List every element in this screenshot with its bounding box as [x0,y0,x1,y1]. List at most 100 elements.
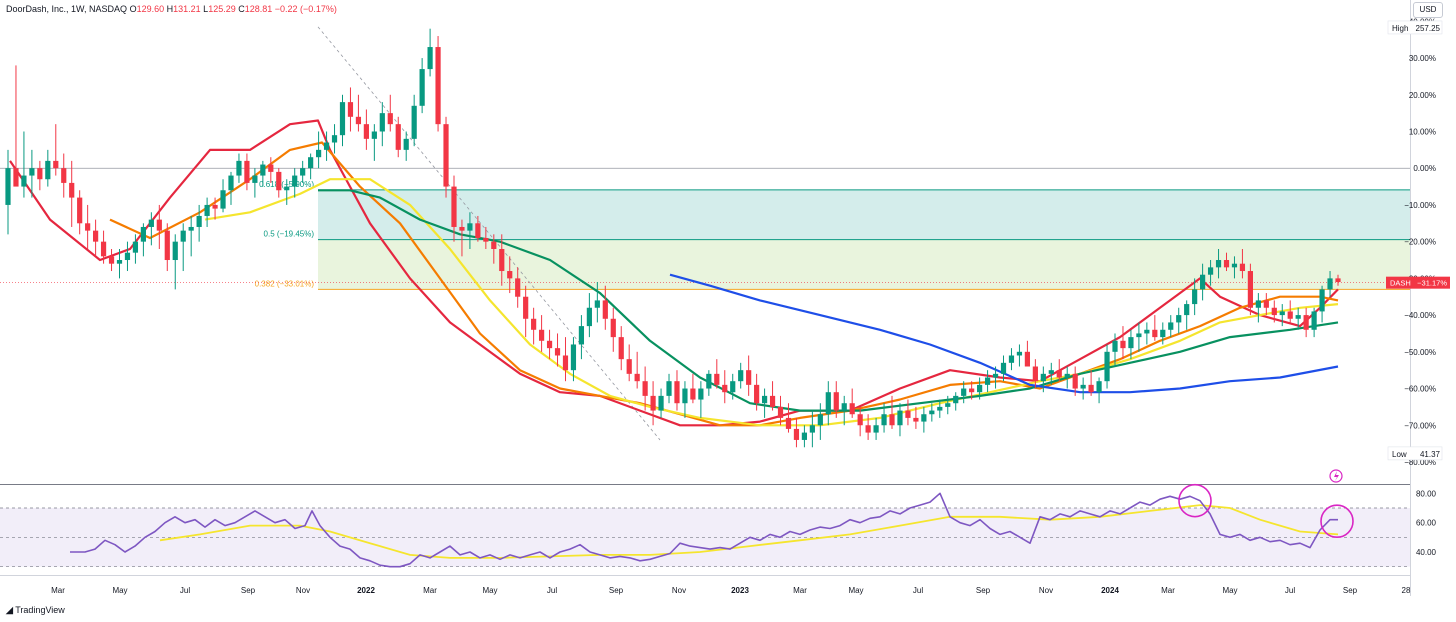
candle-body [634,373,640,382]
candle [865,414,871,440]
candle [284,179,290,205]
candle-body [467,223,473,231]
candle [363,109,369,150]
candle [260,160,266,187]
candle [690,373,696,404]
candle-body [1104,351,1110,382]
candle-body [1192,289,1198,305]
candle-body [730,381,736,393]
candle [961,381,967,404]
candle [1184,300,1190,330]
candle [1176,307,1182,334]
candle [403,131,409,161]
candle [1016,344,1023,367]
candle [379,102,385,147]
candle [969,381,975,400]
candle [252,168,258,198]
candle-body [13,168,19,187]
candle-body [1263,300,1269,308]
price-tick-label: −10.00% [1404,201,1436,210]
candle-body [538,329,545,341]
candle-body [61,168,67,183]
price-tick-label: 0.00% [1413,164,1436,173]
candle-body [475,223,481,238]
candle-body [45,160,51,180]
candle-body [491,241,497,249]
branding-label: TradingView [15,605,65,615]
candle [347,87,354,132]
candle-body [1319,289,1325,312]
candle-body [817,414,823,426]
candle-body [992,373,999,378]
candle [45,149,51,187]
time-tick-label: Nov [672,586,686,595]
candle [1120,326,1126,360]
candle-body [1239,263,1246,272]
candle-body [451,186,457,227]
time-tick-label: Jul [180,586,190,595]
candle-body [371,131,377,139]
candle-body [1112,340,1118,352]
candle-body [5,168,11,205]
candle-body [801,432,808,440]
candle-body [1088,384,1094,393]
candle [809,410,815,448]
candle-body [610,318,616,338]
close-value: 128.81 [244,4,273,14]
candle-body [1215,260,1222,268]
candle-body [809,425,815,433]
price-label-box [1387,20,1443,35]
candle [1319,285,1325,323]
candle [1192,278,1198,316]
candle [1104,344,1110,389]
candle-body [793,428,800,440]
candle-body [754,384,760,404]
candle-body [937,406,943,411]
candle [1239,249,1246,279]
candle-body [411,105,417,139]
candle [37,160,43,191]
time-tick-label: 2023 [731,586,749,595]
candle [1215,249,1222,279]
currency-button[interactable]: USD [1413,2,1443,18]
fib-label: 0.382 (−33.01%) [255,279,315,288]
moving-average-orange [109,141,1339,427]
candle [618,326,624,371]
candle-body [1080,384,1086,389]
candle [315,131,322,169]
candle [698,381,704,418]
candle-body [100,241,107,257]
candle-body [220,190,226,209]
candle [1032,359,1038,389]
price-tick-label: 20.00% [1409,91,1436,100]
open-value: 129.60 [136,4,165,14]
time-tick-label: 28 [1402,586,1411,595]
candle [594,282,600,323]
candle [1335,274,1341,286]
trend-line [317,26,661,441]
candle-body [905,410,911,418]
candle [1152,315,1158,341]
candle-body [355,116,362,125]
candle [13,65,19,187]
candle [730,373,736,400]
candle-body [196,215,202,227]
candle [29,149,35,198]
candle-body [777,406,784,418]
rsi-ma-line [159,504,1339,559]
candle-body [1008,355,1015,363]
candle [5,149,11,235]
candle-body [554,348,561,356]
candle [499,234,505,286]
price-label-name: High [1392,24,1408,33]
candle-body [1200,274,1206,290]
time-tick-label: May [848,586,863,595]
annotation-circle [1320,504,1354,539]
price-label-value: 257.25 [1416,24,1441,33]
candle-body [1176,315,1182,323]
candle-body [913,417,919,422]
candle [69,160,75,227]
candle-body [1279,311,1285,316]
candle-body [172,241,178,261]
